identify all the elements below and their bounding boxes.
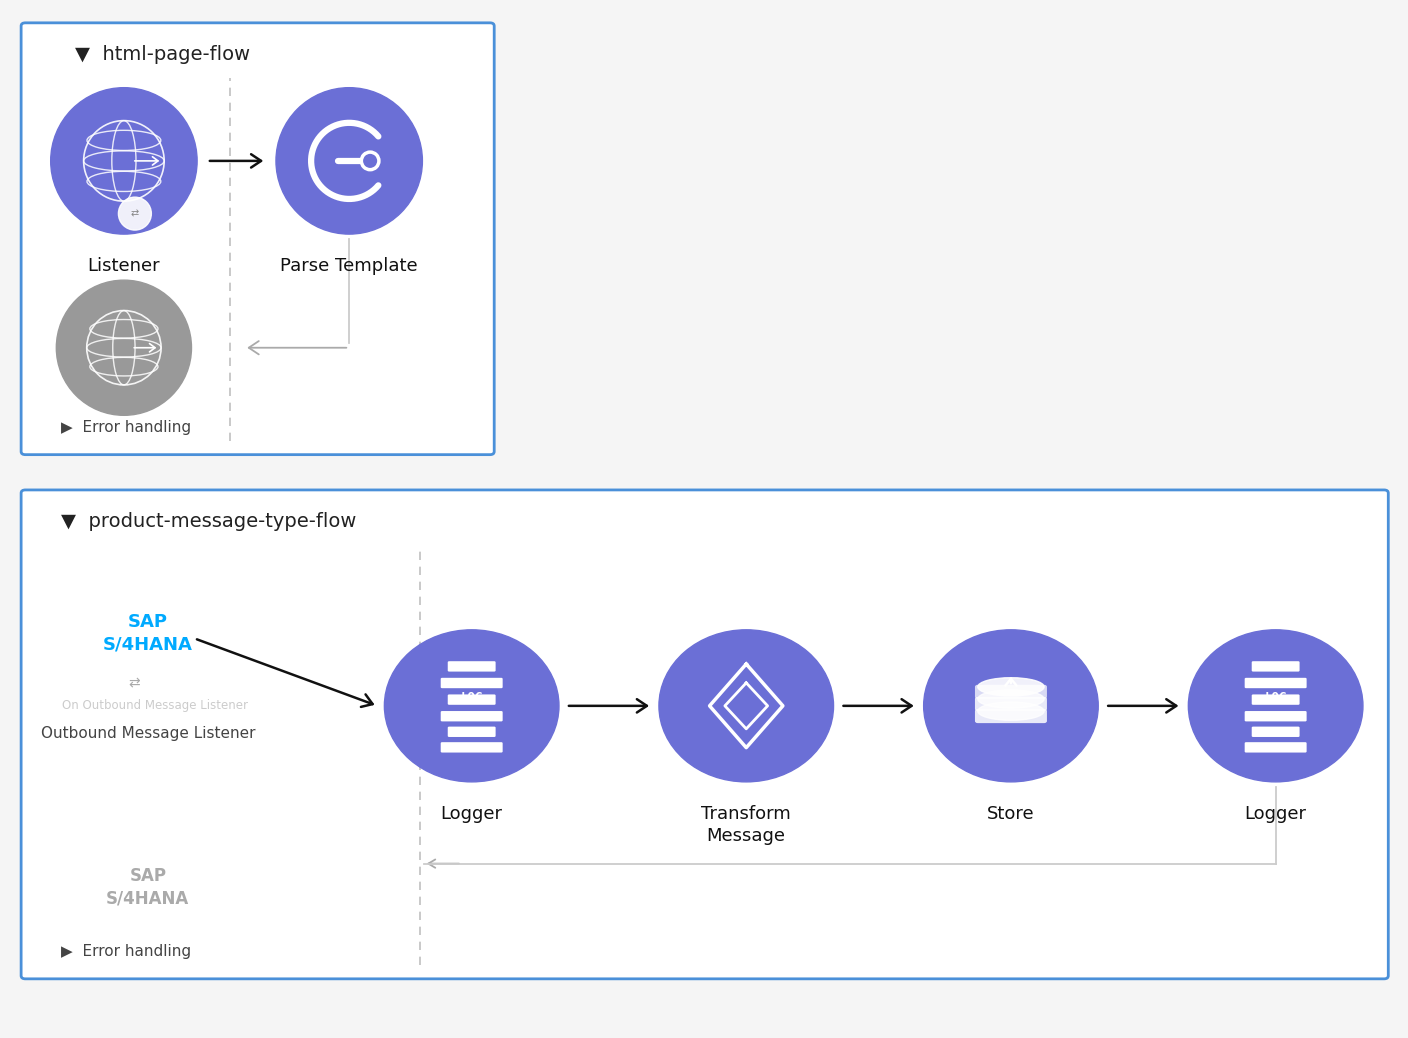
Text: ▶  Error handling: ▶ Error handling [61,420,190,435]
FancyBboxPatch shape [448,694,496,705]
FancyBboxPatch shape [21,23,494,455]
Ellipse shape [924,630,1098,782]
FancyBboxPatch shape [1245,678,1307,688]
FancyBboxPatch shape [21,490,1388,979]
Ellipse shape [1188,630,1363,782]
Ellipse shape [977,678,1045,695]
Text: Outbound Message Listener: Outbound Message Listener [41,727,255,741]
Text: ▶  Error handling: ▶ Error handling [61,945,190,959]
Text: Logger: Logger [441,804,503,823]
FancyBboxPatch shape [448,661,496,672]
Ellipse shape [276,87,422,235]
Ellipse shape [977,702,1045,720]
FancyBboxPatch shape [448,727,496,737]
Text: SAP
S/4HANA: SAP S/4HANA [103,613,193,653]
Ellipse shape [51,87,197,235]
Text: LOG: LOG [460,691,483,704]
FancyBboxPatch shape [974,696,1048,711]
FancyBboxPatch shape [974,709,1048,723]
FancyBboxPatch shape [1252,661,1300,672]
FancyBboxPatch shape [441,678,503,688]
FancyBboxPatch shape [974,685,1048,699]
Text: Transform
Message: Transform Message [701,804,791,845]
Ellipse shape [659,630,834,782]
Ellipse shape [384,630,559,782]
Ellipse shape [362,153,379,169]
Text: Store: Store [987,804,1035,823]
Text: Parse Template: Parse Template [280,257,418,275]
FancyBboxPatch shape [441,711,503,721]
Text: On Outbound Message Listener: On Outbound Message Listener [62,700,248,712]
Text: ▼  html-page-flow: ▼ html-page-flow [75,45,249,63]
Text: ⇄: ⇄ [131,209,139,219]
Text: ▼  product-message-type-flow: ▼ product-message-type-flow [61,512,356,530]
Ellipse shape [118,197,152,230]
FancyBboxPatch shape [1245,742,1307,753]
Text: ⇄: ⇄ [128,676,139,690]
FancyBboxPatch shape [1252,694,1300,705]
Text: Listener: Listener [87,257,161,275]
Text: Logger: Logger [1245,804,1307,823]
Text: LOG: LOG [1264,691,1287,704]
FancyBboxPatch shape [1252,727,1300,737]
FancyBboxPatch shape [441,742,503,753]
Text: SAP
S/4HANA: SAP S/4HANA [106,868,190,907]
Ellipse shape [56,280,191,415]
Ellipse shape [977,690,1045,708]
FancyBboxPatch shape [1245,711,1307,721]
